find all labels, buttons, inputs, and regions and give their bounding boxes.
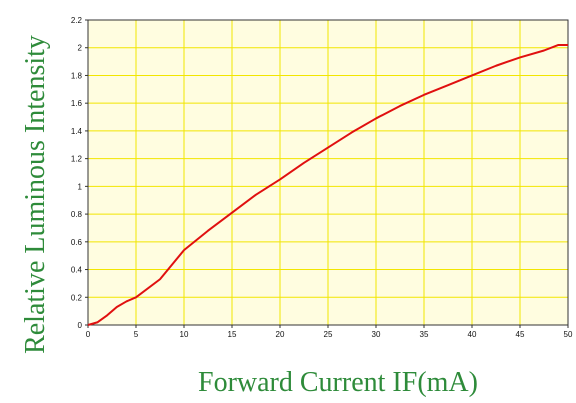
y-tick-label: 1.2 — [71, 155, 83, 164]
x-axis-ticks: 0 5 10 15 20 25 30 35 40 45 50 — [86, 325, 573, 339]
x-tick-label: 40 — [468, 330, 477, 339]
x-tick-label: 50 — [564, 330, 573, 339]
y-tick-label: 1.8 — [71, 71, 83, 80]
y-tick-label: 1.6 — [71, 99, 83, 108]
y-tick-label: 2 — [78, 44, 83, 53]
x-tick-label: 35 — [420, 330, 429, 339]
x-tick-label: 5 — [134, 330, 139, 339]
y-tick-label: 2.2 — [71, 16, 83, 25]
x-tick-label: 10 — [180, 330, 189, 339]
series-line — [87, 43, 568, 326]
y-tick-label: 1 — [78, 182, 83, 191]
y-axis-ticks: 0 0.2 0.4 0.6 0.8 1 1.2 1.4 1.6 1.8 2 2.2 — [71, 16, 88, 330]
x-tick-label: 30 — [372, 330, 381, 339]
x-tick-label: 15 — [228, 330, 237, 339]
x-axis-title: Forward Current IF(mA) — [198, 367, 478, 398]
x-tick-label: 0 — [86, 330, 91, 339]
y-tick-label: 0 — [78, 321, 83, 330]
y-axis-title: Relative Luminous Intensity — [20, 35, 51, 354]
y-tick-label: 0.6 — [71, 238, 83, 247]
y-tick-label: 0.8 — [71, 210, 83, 219]
y-tick-label: 1.4 — [71, 127, 83, 136]
x-tick-label: 25 — [324, 330, 333, 339]
x-tick-label: 45 — [516, 330, 525, 339]
x-tick-label: 20 — [276, 330, 285, 339]
y-tick-label: 0.2 — [71, 293, 83, 302]
y-tick-label: 0.4 — [71, 266, 83, 275]
